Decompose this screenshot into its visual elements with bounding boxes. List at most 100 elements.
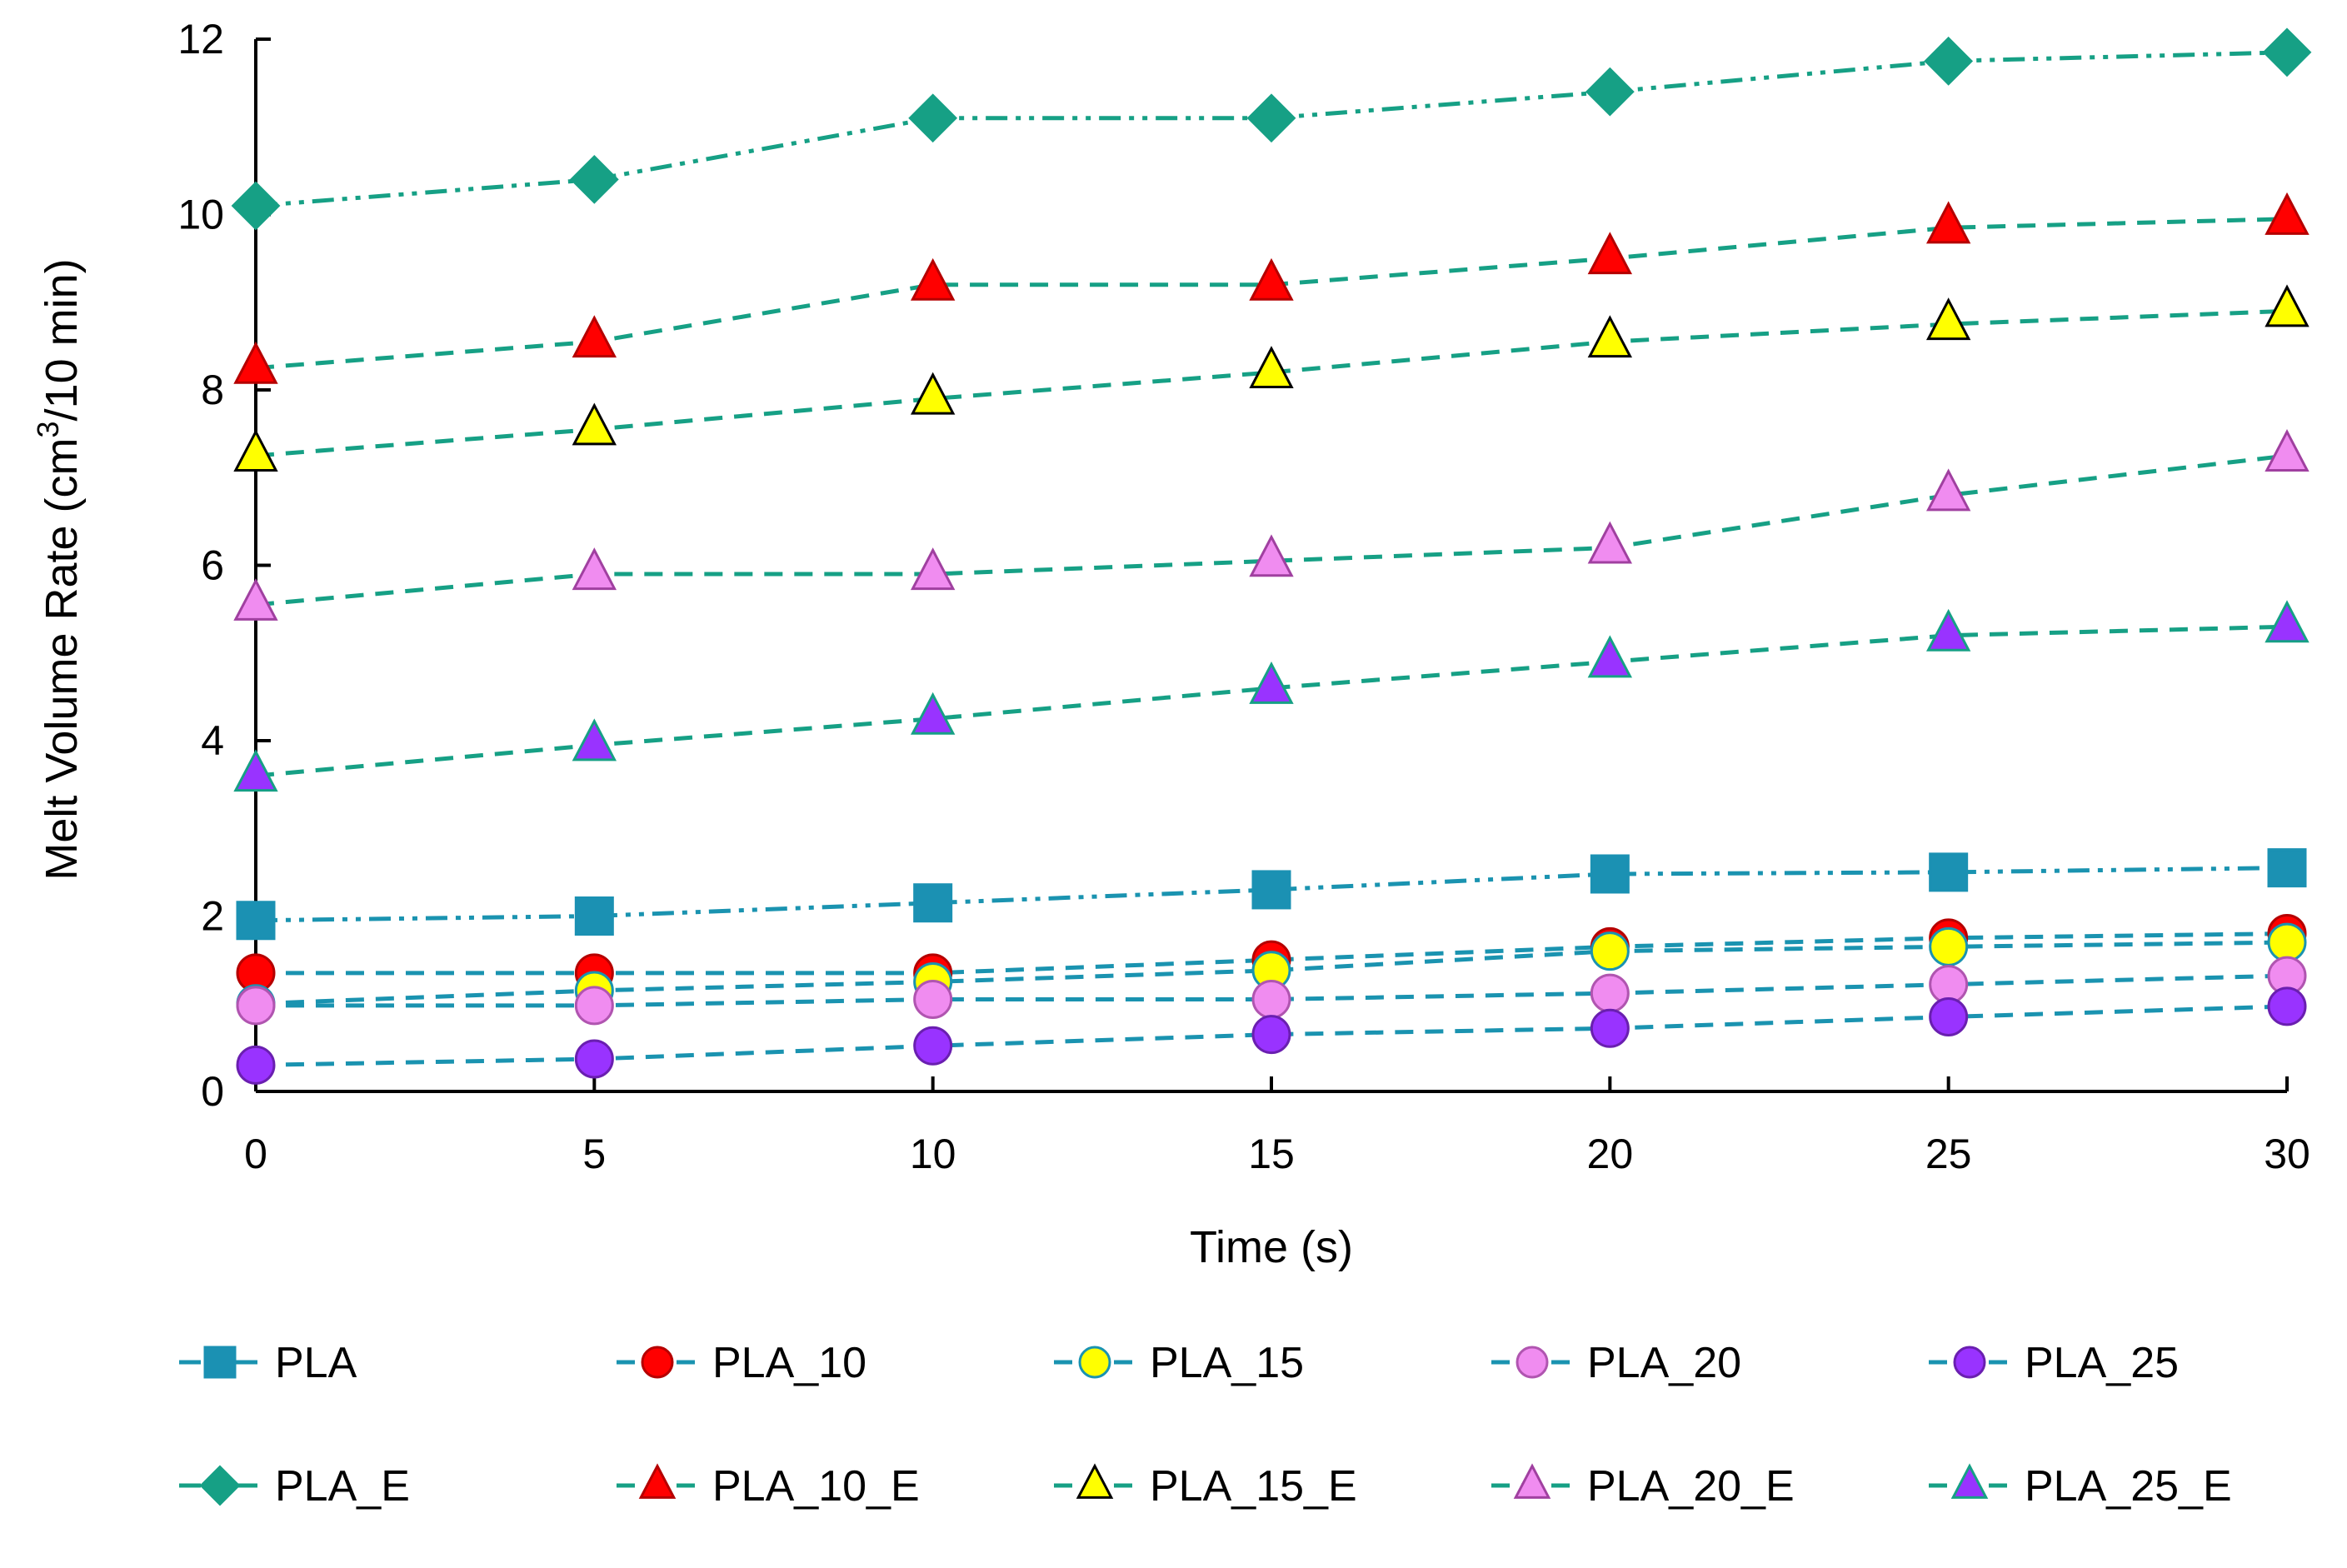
legend-marker-swatch [1078,1346,1111,1379]
legend-label: PLA_25_E [2025,1462,2232,1511]
y-axis-title-superscript: 3 [31,421,65,437]
data-point-pla-25-e [572,718,617,762]
legend-label: PLA_10 [712,1339,866,1387]
data-point-pla-15 [1929,926,1969,966]
data-point-pla-25-e [1925,608,1971,652]
data-point-pla-15 [1590,931,1630,971]
data-point-pla-25 [913,1026,953,1066]
x-tick-label: 10 [910,1131,956,1177]
data-point-pla-10-e [1925,201,1971,244]
legend-marker-swatch [1516,1346,1549,1379]
y-tick-label: 12 [177,16,224,62]
legend-label: PLA_10_E [712,1462,920,1511]
data-point-pla [2267,848,2307,888]
data-point-pla-25-e [233,749,278,792]
data-point-pla-25 [1251,1015,1291,1055]
data-point-pla [1590,854,1630,894]
data-point-pla-e [1924,36,1974,86]
data-point-pla-e [908,93,958,143]
y-axis-title: Melt Volume Rate (cm3/10 min) [31,258,87,880]
x-tick-label: 20 [1587,1131,1634,1177]
legend-item-pla-e: PLA_E [179,1462,410,1511]
legend-label: PLA_15 [1150,1339,1304,1387]
data-point-pla-20 [1929,965,1969,1005]
y-tick-label: 6 [201,542,224,589]
legend-item-pla-15: PLA_15 [1054,1339,1304,1387]
data-point-pla-10-e [572,315,617,358]
data-point-pla-15 [2267,922,2307,962]
data-point-pla-15-e [2265,284,2310,327]
x-tick-label: 30 [2264,1131,2310,1177]
data-point-pla [1929,852,1969,892]
legend-item-pla-25: PLA_25 [1929,1339,2179,1387]
legend-marker-swatch [641,1346,674,1379]
data-point-pla-25 [1929,997,1969,1037]
legend-marker-swatch [203,1346,237,1379]
legend-item-pla-15-e: PLA_15_E [1054,1462,1357,1511]
data-point-pla-20-e [1587,521,1633,564]
y-tick-label: 0 [201,1068,224,1115]
data-point-pla [1251,870,1291,910]
data-point-pla-25 [2267,986,2307,1026]
x-tick-label: 5 [582,1131,606,1177]
data-point-pla-20-e [910,547,956,591]
series-pla-20-e-points [233,429,2310,621]
data-point-pla-20-e [2265,429,2310,472]
data-point-pla-25-e [2265,600,2310,643]
data-point-pla-25 [574,1039,614,1079]
legend-label: PLA_25 [2025,1339,2179,1387]
legend-marker-swatch [1950,1463,1989,1499]
legend-marker-swatch [638,1463,677,1499]
y-tick-label: 8 [201,367,224,413]
data-point-pla-10-e [2265,192,2310,235]
data-point-pla-10-e [233,341,278,384]
series-pla-e-points [231,27,2312,231]
data-point-pla-10-e [910,257,956,301]
data-point-pla-15-e [1587,315,1633,358]
series-markers [231,27,2312,1085]
data-point-pla-e [1585,67,1635,117]
data-point-pla-e [1246,93,1296,143]
x-tick-label: 15 [1248,1131,1295,1177]
y-axis-title-prefix: Melt Volume Rate (cm [37,437,87,880]
data-point-pla-25-e [910,692,956,735]
legend-label: PLA_15_E [1150,1462,1357,1511]
legend: PLA PLA_10 PLA_15 PLA_20 PLA_25 PLA_E PLA_10_E… [179,1339,2232,1511]
legend-item-pla-25-e: PLA_25_E [1929,1462,2232,1511]
series-pla-points [236,848,2307,941]
y-axis-title-suffix: /10 min) [37,258,87,421]
data-point-pla-25 [236,1045,276,1085]
series-pla-10-e-points [233,192,2310,384]
legend-marker-swatch [1513,1463,1551,1499]
data-point-pla-e [231,181,281,231]
data-point-pla-20-e [1249,534,1294,577]
legend-item-pla-20: PLA_20 [1491,1339,1741,1387]
data-point-pla-25 [1590,1008,1630,1048]
x-tick-label: 25 [1925,1131,1972,1177]
data-point-pla-e [569,154,619,204]
legend-label: PLA [275,1339,357,1387]
y-tick-label: 4 [201,717,224,764]
data-point-pla-10-e [1249,257,1294,301]
legend-label: PLA_E [275,1462,410,1511]
data-point-pla-15-e [1925,297,1971,341]
series-pla-25-e-points [233,600,2310,792]
data-point-pla-15-e [233,429,278,472]
legend-marker-swatch [199,1465,241,1506]
y-tick-label: 10 [177,192,224,238]
legend-marker-swatch [1076,1463,1114,1499]
data-point-pla-25-e [1249,661,1294,704]
legend-item-pla-10: PLA_10 [617,1339,866,1387]
data-point-pla-10-e [1587,232,1633,275]
data-point-pla-20 [1590,973,1630,1013]
data-point-pla-20-e [1925,468,1971,512]
data-point-pla-20 [574,986,614,1026]
data-point-pla-e [2262,27,2312,77]
x-tick-label: 0 [244,1131,267,1177]
data-point-pla-15-e [572,402,617,446]
series-pla-20-points [236,956,2307,1026]
data-point-pla [236,901,276,941]
data-point-pla-20-e [572,547,617,591]
